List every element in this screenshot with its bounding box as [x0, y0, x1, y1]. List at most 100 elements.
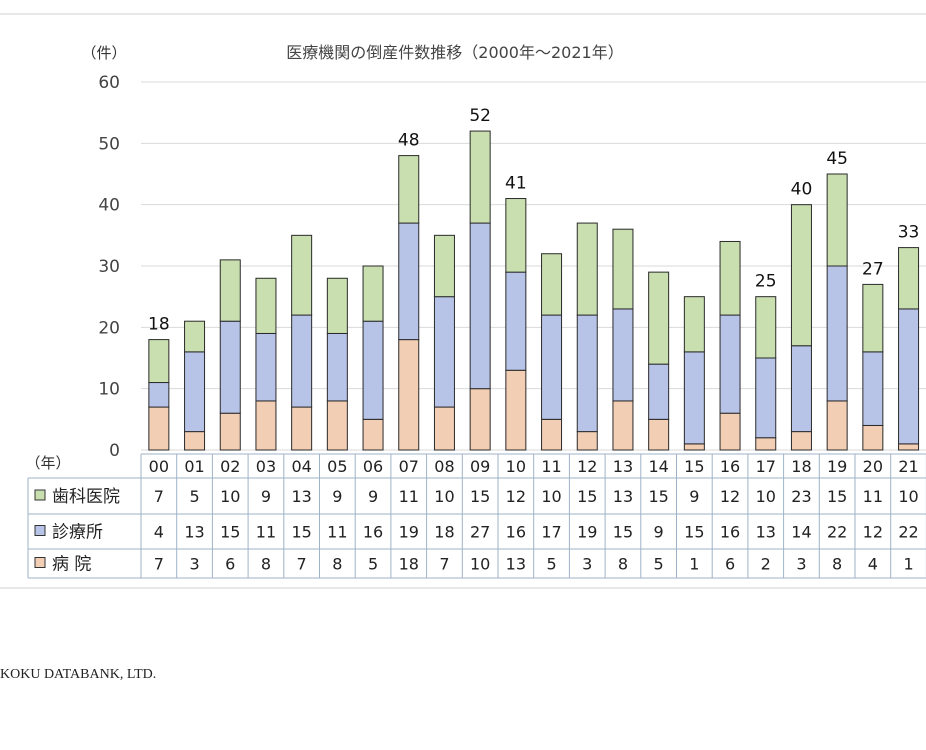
bar-clinic-12 — [576, 314, 598, 433]
table-cell-hospital-16: 6 — [725, 555, 735, 574]
table-cell-clinic-05: 11 — [327, 523, 347, 542]
table-header-14: 14 — [648, 457, 668, 476]
table-cell-clinic-15: 15 — [684, 523, 704, 542]
bar-dental-03 — [255, 277, 277, 334]
bar-hospital-04 — [291, 406, 313, 451]
y-tick-label-30: 30 — [98, 257, 120, 277]
table-cell-dental-08: 10 — [434, 487, 454, 506]
bar-dental-17 — [755, 296, 777, 359]
table-cell-clinic-09: 27 — [470, 523, 490, 542]
bar-hospital-15 — [683, 443, 705, 451]
table-cell-clinic-00: 4 — [154, 523, 164, 542]
bar-dental-12 — [576, 222, 598, 316]
bar-clinic-13 — [612, 308, 634, 402]
bar-dental-00 — [148, 339, 170, 384]
table-cell-hospital-13: 8 — [618, 555, 628, 574]
table-cell-hospital-06: 5 — [368, 555, 378, 574]
bar-clinic-15 — [683, 351, 705, 445]
bar-hospital-20 — [862, 424, 884, 451]
table-cell-hospital-14: 5 — [654, 555, 664, 574]
legend-label-hospital: 病 院 — [52, 555, 91, 575]
bar-clinic-06 — [362, 320, 384, 420]
bar-dental-09 — [469, 130, 491, 224]
bar-clinic-02 — [219, 320, 241, 414]
bar-dental-01 — [184, 320, 206, 353]
y-tick-label-50: 50 — [98, 134, 120, 154]
table-cell-hospital-02: 6 — [225, 555, 235, 574]
total-label-19: 45 — [826, 149, 848, 169]
table-cell-dental-15: 9 — [689, 487, 699, 506]
bar-dental-16 — [719, 240, 741, 316]
table-cell-hospital-20: 4 — [868, 555, 878, 574]
table-header-19: 19 — [827, 457, 847, 476]
table-header-00: 00 — [149, 457, 169, 476]
bar-hospital-16 — [719, 412, 741, 451]
table-cell-hospital-11: 5 — [546, 555, 556, 574]
bar-hospital-05 — [326, 400, 348, 451]
table-cell-clinic-17: 13 — [756, 523, 776, 542]
table-cell-clinic-19: 22 — [827, 523, 847, 542]
chart-title: 医療機関の倒産件数推移（2000年～2021年） — [286, 43, 623, 62]
total-label-20: 27 — [862, 259, 884, 279]
bar-clinic-07 — [398, 222, 420, 341]
total-label-00: 18 — [148, 315, 170, 335]
bar-dental-08 — [433, 234, 455, 298]
table-header-04: 04 — [291, 457, 311, 476]
bar-hospital-14 — [648, 418, 670, 451]
bar-clinic-09 — [469, 222, 491, 390]
bar-hospital-10 — [505, 369, 527, 451]
bar-clinic-03 — [255, 332, 277, 402]
table-cell-dental-19: 15 — [827, 487, 847, 506]
total-label-17: 25 — [755, 272, 777, 292]
table-header-07: 07 — [399, 457, 419, 476]
legend-swatch-clinic — [34, 525, 46, 536]
table-header-10: 10 — [506, 457, 526, 476]
table-cell-hospital-01: 3 — [189, 555, 199, 574]
bar-hospital-17 — [755, 437, 777, 451]
total-label-21: 33 — [898, 223, 920, 243]
table-header-08: 08 — [434, 457, 454, 476]
table-cell-clinic-20: 12 — [863, 523, 883, 542]
table-cell-dental-18: 23 — [791, 487, 811, 506]
bar-clinic-18 — [790, 345, 812, 433]
bar-clinic-10 — [505, 271, 527, 371]
bar-hospital-01 — [184, 431, 206, 451]
bar-clinic-11 — [541, 314, 563, 420]
table-header-12: 12 — [577, 457, 597, 476]
table-cell-hospital-00: 7 — [154, 555, 164, 574]
bar-dental-15 — [683, 296, 705, 353]
table-cell-clinic-11: 17 — [541, 523, 561, 542]
table-cell-clinic-01: 13 — [184, 523, 204, 542]
bar-hospital-11 — [541, 418, 563, 451]
table-cell-clinic-04: 15 — [291, 523, 311, 542]
bar-clinic-04 — [291, 314, 313, 408]
table-cell-dental-07: 11 — [399, 487, 419, 506]
bar-clinic-21 — [898, 308, 920, 445]
table-cell-hospital-10: 13 — [506, 555, 526, 574]
table-cell-dental-20: 11 — [863, 487, 883, 506]
bar-dental-13 — [612, 228, 634, 310]
bar-hospital-02 — [219, 412, 241, 451]
table-cell-dental-14: 15 — [648, 487, 668, 506]
table-cell-hospital-09: 10 — [470, 555, 490, 574]
table-cell-clinic-13: 15 — [613, 523, 633, 542]
bar-dental-11 — [541, 253, 563, 316]
table-header-09: 09 — [470, 457, 490, 476]
table-cell-dental-05: 9 — [332, 487, 342, 506]
table-cell-dental-21: 10 — [898, 487, 918, 506]
bar-clinic-17 — [755, 357, 777, 439]
table-cell-hospital-07: 18 — [399, 555, 419, 574]
table-cell-dental-16: 12 — [720, 487, 740, 506]
bar-hospital-09 — [469, 388, 491, 451]
table-cell-clinic-12: 19 — [577, 523, 597, 542]
table-cell-hospital-15: 1 — [689, 555, 699, 574]
table-cell-dental-11: 10 — [541, 487, 561, 506]
y-tick-label-20: 20 — [98, 318, 120, 338]
bar-clinic-00 — [148, 382, 170, 408]
y-tick-label-0: 0 — [109, 441, 120, 461]
table-header-05: 05 — [327, 457, 347, 476]
bar-dental-04 — [291, 234, 313, 316]
total-label-18: 40 — [791, 180, 813, 200]
bar-clinic-16 — [719, 314, 741, 414]
